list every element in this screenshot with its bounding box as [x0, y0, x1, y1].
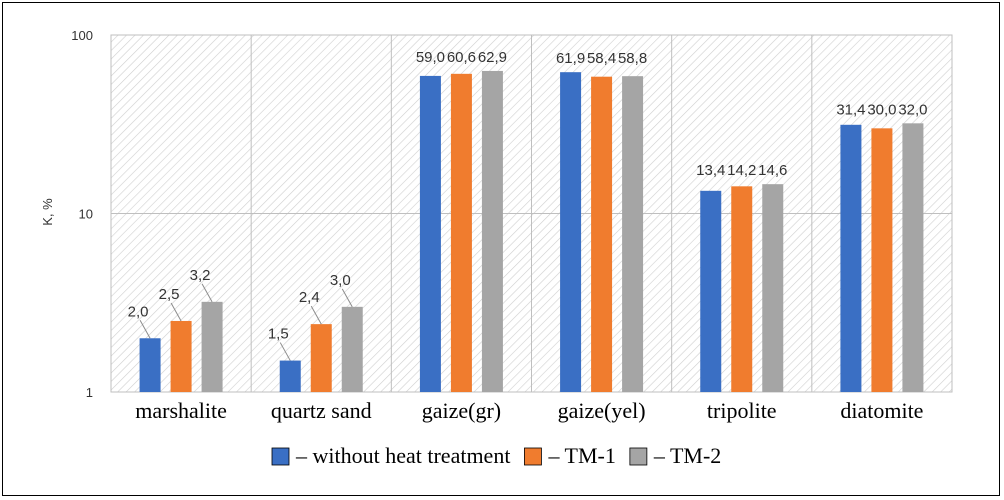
bar	[902, 123, 924, 393]
data-label: 59,0	[416, 49, 445, 66]
data-label: 2,4	[299, 289, 320, 306]
bar	[560, 72, 582, 392]
y-tick-label: 100	[71, 28, 93, 43]
category-label: marshalite	[135, 398, 227, 423]
legend-swatch	[271, 447, 290, 466]
bar	[419, 75, 441, 392]
bar	[481, 70, 503, 392]
data-label: 61,9	[556, 50, 585, 67]
data-label: 14,6	[758, 162, 787, 179]
data-label: 62,9	[478, 49, 507, 66]
bar	[310, 324, 332, 392]
y-tick-label: 1	[86, 385, 93, 400]
data-labels: 2,0 2,5 3,2 1,5 2,4 3,0 59,0 60,6 62,9 61,9 58,4 58…	[128, 49, 928, 343]
bar	[840, 124, 862, 392]
gridlines	[111, 34, 952, 393]
category-label: tripolite	[707, 398, 777, 423]
y-tick-label: 10	[79, 207, 93, 222]
bar	[731, 186, 753, 392]
y-axis-label: K, %	[40, 198, 55, 226]
leader-line	[139, 320, 151, 339]
bar	[591, 76, 613, 392]
bar	[341, 306, 363, 392]
bar	[871, 128, 893, 392]
data-label: 13,4	[696, 162, 725, 179]
data-label: 3,2	[190, 267, 211, 284]
bar	[700, 190, 722, 392]
legend-label: – without heat treatment	[295, 443, 510, 468]
data-label: 3,0	[330, 272, 351, 289]
leader-line	[170, 302, 182, 322]
legend-swatch	[629, 447, 648, 466]
legend-label: – TM-1	[547, 443, 615, 468]
data-label: 2,5	[159, 286, 180, 303]
leader-line	[279, 342, 291, 361]
legend: – without heat treatment – TM-1 – TM-2	[271, 443, 721, 468]
bar	[279, 360, 301, 392]
category-labels: marshalite quartz sand gaize(gr) gaize(yel)…	[135, 398, 923, 423]
data-label: 58,8	[618, 50, 647, 67]
legend-swatch	[524, 447, 542, 466]
y-axis-ticks: 1 10 100	[71, 28, 93, 400]
data-label: 58,4	[587, 50, 616, 67]
leader-lines	[139, 283, 353, 361]
data-label: 1,5	[268, 326, 289, 343]
data-label: 32,0	[898, 101, 927, 118]
data-label: 30,0	[867, 101, 896, 118]
data-label: 2,0	[128, 303, 149, 320]
category-label: diatomite	[840, 398, 923, 423]
leader-line	[201, 283, 213, 303]
data-label: 60,6	[447, 49, 476, 66]
bar	[139, 338, 161, 392]
bar	[450, 73, 472, 392]
category-label: quartz sand	[271, 398, 372, 423]
bar	[622, 76, 644, 393]
data-label: 14,2	[727, 162, 756, 179]
bar	[170, 320, 192, 392]
category-label: gaize(gr)	[422, 398, 501, 423]
category-label: gaize(yel)	[558, 398, 646, 423]
leader-line	[310, 305, 322, 325]
leader-line	[341, 288, 353, 308]
bar	[762, 184, 784, 392]
legend-label: – TM-2	[653, 443, 721, 468]
data-label: 31,4	[836, 101, 865, 118]
bar	[201, 301, 223, 392]
bars	[139, 70, 924, 393]
